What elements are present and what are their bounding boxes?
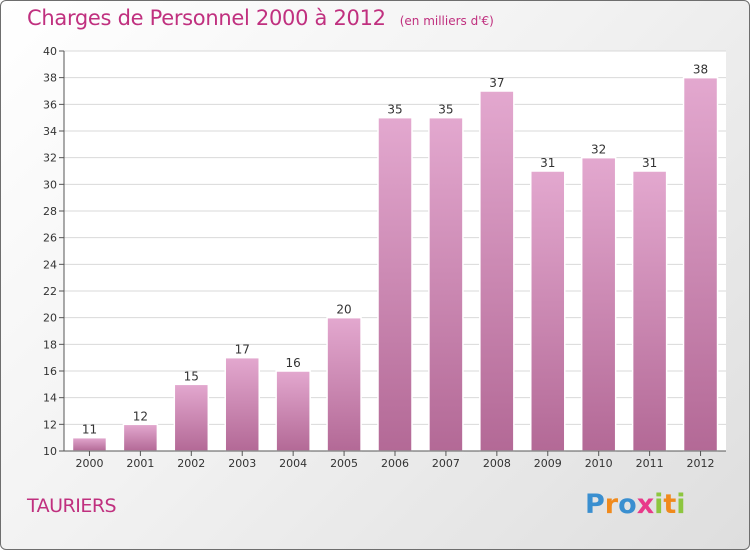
value-label: 17 bbox=[235, 343, 250, 357]
y-tick-label: 16 bbox=[43, 365, 57, 378]
x-tick-label: 2002 bbox=[177, 457, 205, 470]
value-label: 38 bbox=[693, 63, 708, 77]
logo-letter: i bbox=[654, 489, 664, 520]
bar-2011 bbox=[631, 170, 668, 452]
bar-2004 bbox=[275, 370, 311, 452]
y-tick-label: 22 bbox=[43, 285, 57, 298]
value-label: 35 bbox=[438, 103, 453, 117]
y-tick-label: 38 bbox=[43, 72, 57, 85]
bar-2009 bbox=[530, 170, 566, 452]
value-label: 11 bbox=[82, 423, 97, 437]
x-tick-label: 2006 bbox=[381, 457, 409, 470]
chart-title-text: Charges de Personnel 2000 à 2012 bbox=[27, 6, 386, 30]
chart-subtitle: (en milliers d'€) bbox=[399, 14, 494, 28]
bars-group bbox=[71, 76, 719, 452]
x-tick-label: 2011 bbox=[636, 457, 664, 470]
value-label: 31 bbox=[540, 156, 555, 170]
y-tick-label: 34 bbox=[43, 125, 57, 138]
x-tick-label: 2007 bbox=[432, 457, 460, 470]
bar-2003 bbox=[224, 356, 260, 452]
value-label: 20 bbox=[336, 303, 351, 317]
y-axis: 10 12 14 16 18 20 22 24 26 28 30 32 34 36 38 40 bbox=[43, 45, 65, 458]
bar-2007 bbox=[428, 116, 464, 452]
bar-2008 bbox=[479, 90, 515, 452]
proxiti-logo: Proxiti bbox=[585, 489, 686, 520]
x-tick-label: 2010 bbox=[585, 457, 613, 470]
y-tick-label: 10 bbox=[43, 445, 57, 458]
y-tick-label: 14 bbox=[43, 392, 57, 405]
x-tick-label: 2005 bbox=[330, 457, 358, 470]
x-tick-label: 2009 bbox=[534, 457, 562, 470]
value-label: 31 bbox=[642, 156, 657, 170]
bar-2005 bbox=[326, 316, 362, 452]
x-axis: 2000 2001 2002 2003 2004 2005 2006 2007 2008 2009… bbox=[64, 450, 726, 470]
x-tick-label: 2004 bbox=[279, 457, 307, 470]
value-label: 32 bbox=[591, 143, 606, 157]
value-labels-group: 11 12 15 17 16 20 35 35 37 31 32 31 38 bbox=[82, 63, 708, 437]
x-tick-label: 2000 bbox=[75, 457, 103, 470]
value-label: 15 bbox=[184, 369, 199, 383]
y-tick-label: 18 bbox=[43, 338, 57, 351]
logo-letter: P bbox=[585, 489, 605, 520]
logo-letter: t bbox=[663, 489, 677, 520]
y-tick-label: 28 bbox=[43, 205, 57, 218]
town-name: TAURIERS bbox=[27, 495, 117, 517]
x-tick-label: 2003 bbox=[228, 457, 256, 470]
chart-title: Charges de Personnel 2000 à 2012 (en mill… bbox=[27, 6, 494, 30]
bar-2012 bbox=[682, 76, 719, 452]
logo-letter: o bbox=[618, 489, 637, 520]
bar-2001 bbox=[122, 423, 159, 452]
y-tick-label: 20 bbox=[43, 312, 57, 325]
logo-letter: i bbox=[676, 489, 686, 520]
value-label: 35 bbox=[387, 103, 402, 117]
x-tick-label: 2001 bbox=[126, 457, 154, 470]
bar-2006 bbox=[377, 116, 413, 452]
value-label: 12 bbox=[133, 409, 148, 423]
bar-2000 bbox=[71, 436, 108, 452]
y-tick-label: 36 bbox=[43, 98, 57, 111]
y-tick-label: 30 bbox=[43, 178, 57, 191]
bar-2002 bbox=[173, 383, 210, 452]
y-tick-label: 12 bbox=[43, 418, 57, 431]
x-tick-label: 2008 bbox=[483, 457, 511, 470]
x-tick-label: 2012 bbox=[687, 457, 715, 470]
bar-2010 bbox=[580, 156, 617, 452]
logo-letter: x bbox=[636, 489, 655, 520]
y-tick-label: 24 bbox=[43, 258, 57, 271]
logo-letter: r bbox=[604, 489, 619, 520]
value-label: 37 bbox=[489, 76, 504, 90]
value-label: 16 bbox=[286, 356, 301, 370]
y-tick-label: 26 bbox=[43, 232, 57, 245]
y-tick-label: 40 bbox=[43, 45, 57, 58]
y-tick-label: 32 bbox=[43, 152, 57, 165]
